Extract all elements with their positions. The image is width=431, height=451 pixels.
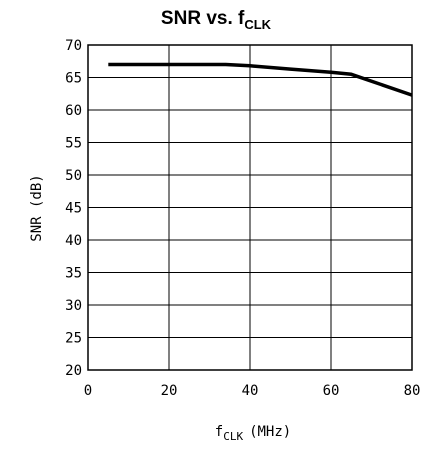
x-axis-label: fCLK (MHz) [215, 424, 291, 443]
y-tick-label-55: 55 [65, 136, 82, 152]
y-tick-label-25: 25 [65, 331, 82, 347]
y-tick-label-30: 30 [65, 298, 82, 314]
y-tick-labels: 20 25 30 35 40 45 50 55 60 65 70 [65, 38, 82, 379]
y-tick-label-35: 35 [65, 266, 82, 282]
chart-title: SNR vs. fCLK [161, 8, 272, 32]
y-tick-label-40: 40 [65, 233, 82, 249]
series-line-0 [108, 62, 413, 97]
grid-lines [87, 44, 413, 371]
y-axis-label: SNR (dB) [29, 174, 45, 241]
series-layer [108, 62, 413, 97]
y-tick-label-45: 45 [65, 201, 82, 217]
y-tick-label-60: 60 [65, 103, 82, 119]
x-tick-label-20: 20 [161, 383, 178, 399]
x-tick-label-0: 0 [84, 383, 92, 399]
x-tick-label-60: 60 [323, 383, 340, 399]
y-tick-label-50: 50 [65, 168, 82, 184]
x-tick-labels: 0 20 40 60 80 [84, 383, 421, 399]
x-tick-label-40: 40 [242, 383, 259, 399]
y-tick-label-20: 20 [65, 363, 82, 379]
y-tick-label-65: 65 [65, 71, 82, 87]
y-tick-label-70: 70 [65, 38, 82, 54]
plot-frame [87, 44, 413, 371]
x-tick-label-80: 80 [404, 383, 421, 399]
